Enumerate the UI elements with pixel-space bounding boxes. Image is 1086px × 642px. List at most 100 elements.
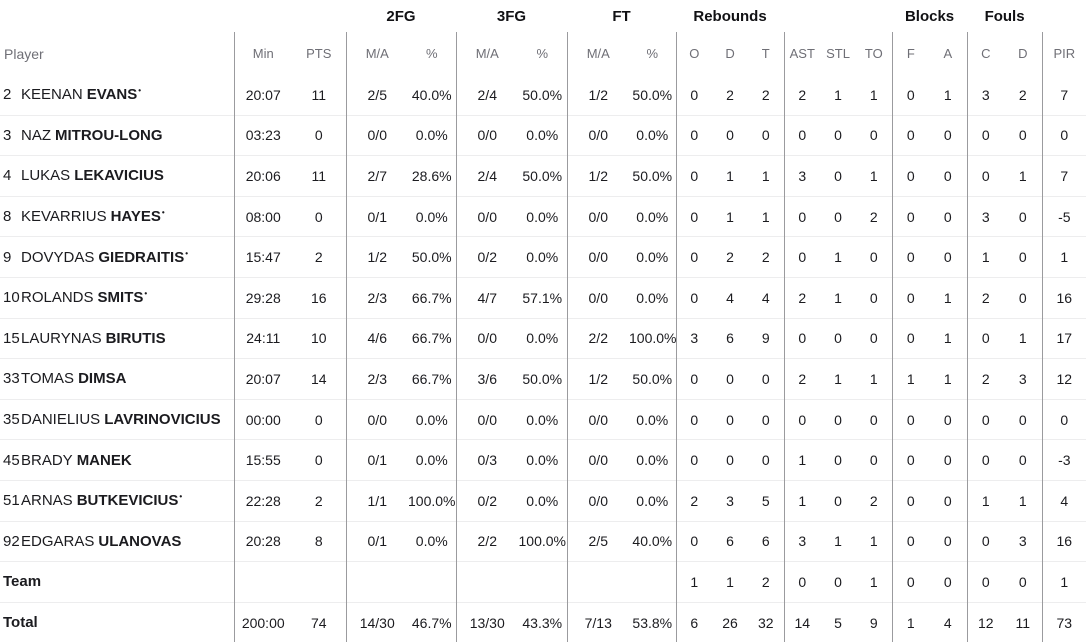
cell-pts: 0 (292, 439, 347, 481)
col-header-player: Player (0, 32, 235, 75)
cell-blk-f: 0 (892, 398, 930, 440)
cell-blk-f: 0 (892, 317, 930, 359)
cell-reb-d: 0 (712, 114, 749, 156)
cell-reb-t: 2 (748, 236, 785, 278)
cell-pir: 7 (1042, 155, 1086, 197)
starter-star-icon: • (179, 492, 183, 502)
cell-3fg-ma: 0/0 (456, 317, 518, 359)
cell-min (234, 561, 292, 603)
starter-star-icon: • (144, 289, 148, 299)
jersey-number: 35 (3, 411, 20, 429)
cell-pts: 11 (292, 155, 347, 197)
col-header-ft-ma: M/A (586, 46, 610, 61)
cell-blk-f: 1 (892, 601, 930, 642)
cell-2fg-ma: 1/2 (346, 236, 408, 278)
cell-reb-o: 2 (676, 479, 713, 522)
jersey-number: 92 (3, 532, 20, 550)
cell-3fg-pct: 100.0% (518, 520, 568, 562)
cell-reb-t: 0 (748, 358, 785, 400)
player-name-cell: 4 LUKAS LEKAVICIUS (0, 155, 235, 197)
cell-2fg-pct: 66.7% (408, 358, 457, 400)
cell-foul-d: 0 (1004, 114, 1043, 156)
table-row: 2 KEENAN EVANS• 20:07 11 2/5 40.0% 2/4 50.… (0, 75, 1086, 116)
player-name-cell: 51ARNAS BUTKEVICIUS• (0, 479, 235, 522)
cell-2fg-ma: 2/7 (346, 155, 408, 197)
cell-foul-d: 11 (1004, 601, 1043, 642)
starter-star-icon: • (161, 208, 165, 218)
cell-reb-d: 6 (712, 317, 749, 359)
table-body: 2 KEENAN EVANS• 20:07 11 2/5 40.0% 2/4 50.… (0, 75, 1086, 642)
cell-ft-ma: 7/13 (567, 601, 629, 642)
cell-foul-d: 0 (1004, 561, 1043, 603)
cell-3fg-pct: 0.0% (518, 236, 568, 278)
table-row: 51ARNAS BUTKEVICIUS• 22:28 2 1/1 100.0% 0… (0, 479, 1086, 522)
cell-3fg-ma (456, 561, 518, 603)
cell-foul-c: 2 (967, 358, 1005, 400)
cell-ft-ma: 0/0 (567, 236, 629, 278)
player-last-name: BIRUTIS (105, 329, 166, 347)
cell-pir: -5 (1042, 195, 1086, 237)
cell-blk-f: 0 (892, 276, 930, 319)
cell-3fg-ma: 13/30 (456, 601, 518, 642)
cell-to: 9 (856, 601, 893, 642)
cell-foul-d: 1 (1004, 317, 1043, 359)
cell-2fg-ma: 0/1 (346, 195, 408, 237)
player-last-name: BUTKEVICIUS (76, 492, 179, 510)
cell-reb-d: 3 (712, 479, 749, 522)
cell-ft-ma: 2/2 (567, 317, 629, 359)
player-first-name: KEVARRIUS (21, 208, 107, 226)
col-header-3fg-ma: M/A (475, 46, 499, 61)
cell-ast: 0 (784, 236, 821, 278)
table-row: Total 200:00 74 14/30 46.7% 13/30 43.3% … (0, 601, 1086, 642)
cell-blk-a: 0 (929, 439, 968, 481)
cell-reb-t: 5 (748, 479, 785, 522)
player-first-name: ARNAS (21, 492, 73, 510)
cell-ast: 0 (784, 317, 821, 359)
cell-min: 22:28 (234, 479, 292, 522)
jersey-number: 8 (3, 208, 12, 226)
col-header-3fg-pct: % (518, 32, 568, 75)
cell-blk-a: 0 (929, 236, 968, 278)
cell-ast: 2 (784, 276, 821, 319)
cell-pir: 1 (1042, 236, 1086, 278)
col-header-pir: PIR (1053, 46, 1076, 61)
column-header-row: Player Min PTS M/A % M/A % M/A % O D T A… (0, 32, 1086, 75)
player-first-name: DOVYDAS (21, 248, 95, 266)
cell-to: 0 (856, 317, 893, 359)
table-row: 9 DOVYDAS GIEDRAITIS• 15:47 2 1/2 50.0% 0/… (0, 236, 1086, 278)
table-row: Team 1 1 2 0 0 1 0 0 0 0 1 (0, 561, 1086, 603)
col-header-reb-t: T (748, 32, 785, 75)
player-first-name: LAURYNAS (21, 329, 102, 347)
cell-3fg-pct: 50.0% (518, 358, 568, 400)
cell-foul-d: 1 (1004, 479, 1043, 522)
cell-reb-d: 2 (712, 236, 749, 278)
player-first-name: BRADY (21, 451, 73, 469)
cell-stl: 0 (820, 155, 857, 197)
cell-reb-d: 0 (712, 439, 749, 481)
cell-foul-d: 0 (1004, 439, 1043, 481)
cell-pir: 0 (1042, 114, 1086, 156)
cell-reb-t: 1 (748, 195, 785, 237)
player-last-name: LEKAVICIUS (74, 167, 164, 185)
cell-blk-f: 0 (892, 236, 930, 278)
player-name-cell: 3 NAZ MITROU-LONG (0, 114, 235, 156)
cell-reb-o: 0 (676, 195, 713, 237)
cell-reb-d: 4 (712, 276, 749, 319)
cell-reb-t: 32 (748, 601, 785, 642)
cell-blk-f: 0 (906, 86, 915, 103)
cell-3fg-ma: 0/0 (456, 114, 518, 156)
cell-2fg-ma: 1/1 (346, 479, 408, 522)
cell-reb-o: 0 (676, 236, 713, 278)
cell-reb-t: 1 (748, 155, 785, 197)
cell-3fg-pct: 0.0% (518, 398, 568, 440)
cell-pts: 14 (292, 358, 347, 400)
cell-3fg-pct (518, 561, 568, 603)
cell-blk-a: 4 (929, 601, 968, 642)
player-name-cell: 33TOMAS DIMSA (0, 358, 235, 400)
cell-foul-d: 0 (1004, 236, 1043, 278)
col-header-ast: AST (789, 46, 815, 61)
cell-reb-o: 0 (676, 520, 713, 562)
col-header-ft-pct: % (629, 32, 677, 75)
starter-star-icon: • (185, 248, 189, 258)
